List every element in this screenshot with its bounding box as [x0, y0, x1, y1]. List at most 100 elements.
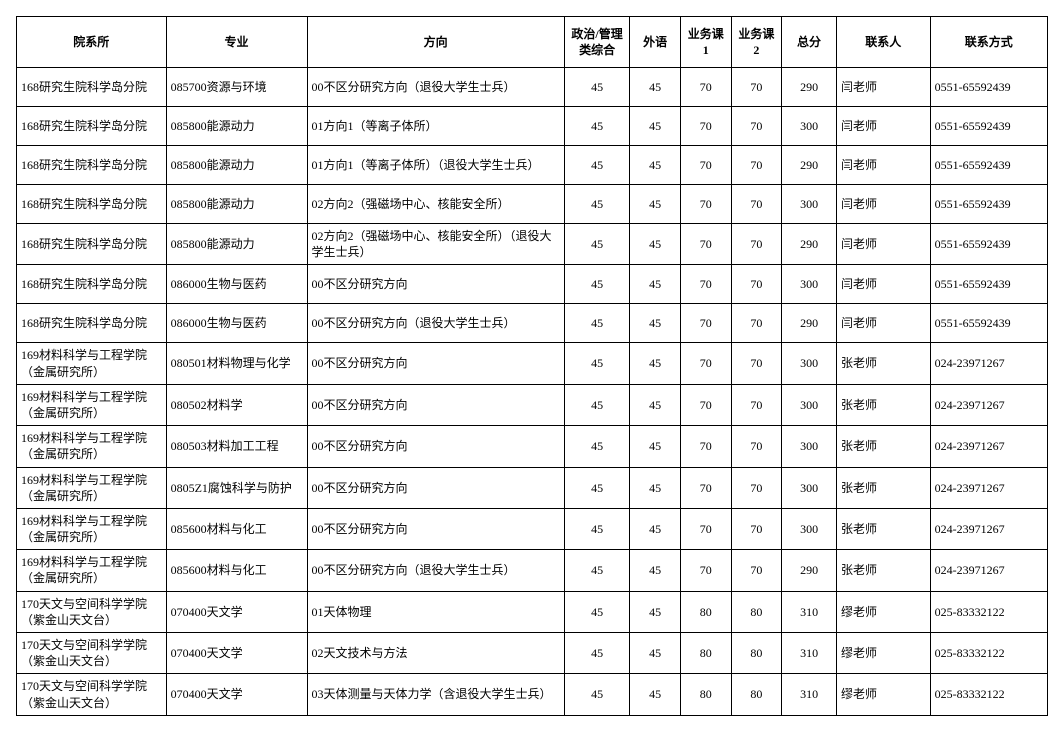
cell-score4: 70	[731, 224, 782, 265]
cell-total: 310	[782, 633, 837, 674]
cell-dir: 00不区分研究方向（退役大学生士兵）	[307, 68, 564, 107]
cell-phone: 024-23971267	[930, 550, 1047, 591]
cell-contact: 张老师	[837, 384, 931, 425]
cell-dept: 169材料科学与工程学院（金属研究所）	[17, 384, 167, 425]
cell-phone: 0551-65592439	[930, 68, 1047, 107]
cell-dir: 02天文技术与方法	[307, 633, 564, 674]
cell-dept: 169材料科学与工程学院（金属研究所）	[17, 550, 167, 591]
cell-contact: 闫老师	[837, 224, 931, 265]
cell-total: 300	[782, 185, 837, 224]
cell-score1: 45	[564, 674, 630, 715]
cell-score2: 45	[630, 508, 681, 549]
cell-score3: 80	[680, 633, 731, 674]
table-row: 169材料科学与工程学院（金属研究所）0805Z1腐蚀科学与防护00不区分研究方…	[17, 467, 1048, 508]
cell-dept: 169材料科学与工程学院（金属研究所）	[17, 508, 167, 549]
cell-score1: 45	[564, 550, 630, 591]
cell-phone: 025-83332122	[930, 633, 1047, 674]
cell-score2: 45	[630, 674, 681, 715]
cell-phone: 0551-65592439	[930, 185, 1047, 224]
cell-dir: 00不区分研究方向（退役大学生士兵）	[307, 304, 564, 343]
cell-dept: 168研究生院科学岛分院	[17, 185, 167, 224]
cell-dept: 168研究生院科学岛分院	[17, 68, 167, 107]
cell-dir: 01方向1（等离子体所）	[307, 107, 564, 146]
cell-phone: 024-23971267	[930, 426, 1047, 467]
cell-dept: 168研究生院科学岛分院	[17, 146, 167, 185]
cell-contact: 闫老师	[837, 68, 931, 107]
table-row: 170天文与空间科学学院（紫金山天文台）070400天文学01天体物理45458…	[17, 591, 1048, 632]
table-row: 168研究生院科学岛分院085800能源动力02方向2（强磁场中心、核能安全所）…	[17, 185, 1048, 224]
cell-dir: 01天体物理	[307, 591, 564, 632]
cell-score1: 45	[564, 265, 630, 304]
cell-major: 070400天文学	[166, 633, 307, 674]
cell-score2: 45	[630, 343, 681, 384]
table-row: 168研究生院科学岛分院086000生物与医药00不区分研究方向（退役大学生士兵…	[17, 304, 1048, 343]
cell-dir: 00不区分研究方向	[307, 467, 564, 508]
cell-score4: 70	[731, 384, 782, 425]
score-table: 院系所 专业 方向 政治/管理类综合 外语 业务课1 业务课2 总分 联系人 联…	[16, 16, 1048, 716]
cell-major: 0805Z1腐蚀科学与防护	[166, 467, 307, 508]
col-score1: 政治/管理类综合	[564, 17, 630, 68]
cell-major: 080501材料物理与化学	[166, 343, 307, 384]
cell-phone: 0551-65592439	[930, 304, 1047, 343]
table-row: 169材料科学与工程学院（金属研究所）080502材料学00不区分研究方向454…	[17, 384, 1048, 425]
table-row: 169材料科学与工程学院（金属研究所）085600材料与化工00不区分研究方向 4…	[17, 508, 1048, 549]
table-row: 170天文与空间科学学院（紫金山天文台）070400天文学02天文技术与方法45…	[17, 633, 1048, 674]
cell-major: 085800能源动力	[166, 224, 307, 265]
header-row: 院系所 专业 方向 政治/管理类综合 外语 业务课1 业务课2 总分 联系人 联…	[17, 17, 1048, 68]
cell-score4: 70	[731, 185, 782, 224]
cell-dir: 02方向2（强磁场中心、核能安全所）（退役大学生士兵）	[307, 224, 564, 265]
cell-major: 080503材料加工工程	[166, 426, 307, 467]
cell-phone: 0551-65592439	[930, 224, 1047, 265]
cell-dept: 169材料科学与工程学院（金属研究所）	[17, 343, 167, 384]
cell-contact: 缪老师	[837, 633, 931, 674]
cell-total: 290	[782, 68, 837, 107]
cell-score3: 70	[680, 107, 731, 146]
cell-score2: 45	[630, 467, 681, 508]
cell-score3: 70	[680, 467, 731, 508]
cell-dir: 01方向1（等离子体所）（退役大学生士兵）	[307, 146, 564, 185]
cell-score4: 70	[731, 467, 782, 508]
cell-score3: 70	[680, 343, 731, 384]
cell-score1: 45	[564, 185, 630, 224]
cell-contact: 张老师	[837, 550, 931, 591]
cell-total: 300	[782, 467, 837, 508]
col-major: 专业	[166, 17, 307, 68]
cell-score3: 70	[680, 426, 731, 467]
cell-score1: 45	[564, 224, 630, 265]
cell-contact: 缪老师	[837, 674, 931, 715]
cell-score3: 70	[680, 508, 731, 549]
cell-score4: 80	[731, 674, 782, 715]
cell-score3: 70	[680, 304, 731, 343]
cell-phone: 0551-65592439	[930, 146, 1047, 185]
cell-score2: 45	[630, 384, 681, 425]
cell-major: 085800能源动力	[166, 107, 307, 146]
cell-phone: 024-23971267	[930, 384, 1047, 425]
cell-total: 300	[782, 508, 837, 549]
cell-dept: 170天文与空间科学学院（紫金山天文台）	[17, 633, 167, 674]
cell-dept: 168研究生院科学岛分院	[17, 265, 167, 304]
cell-total: 290	[782, 146, 837, 185]
cell-major: 085600材料与化工	[166, 508, 307, 549]
cell-total: 290	[782, 224, 837, 265]
cell-score2: 45	[630, 224, 681, 265]
cell-contact: 闫老师	[837, 146, 931, 185]
cell-score3: 70	[680, 68, 731, 107]
table-row: 168研究生院科学岛分院085800能源动力01方向1（等离子体所）454570…	[17, 107, 1048, 146]
cell-total: 290	[782, 550, 837, 591]
cell-phone: 024-23971267	[930, 467, 1047, 508]
cell-score1: 45	[564, 633, 630, 674]
cell-phone: 0551-65592439	[930, 107, 1047, 146]
cell-dir: 00不区分研究方向	[307, 508, 564, 549]
cell-score4: 70	[731, 426, 782, 467]
cell-major: 085800能源动力	[166, 185, 307, 224]
cell-total: 310	[782, 591, 837, 632]
cell-score1: 45	[564, 107, 630, 146]
cell-phone: 025-83332122	[930, 674, 1047, 715]
cell-total: 310	[782, 674, 837, 715]
cell-score3: 80	[680, 674, 731, 715]
cell-dir: 00不区分研究方向	[307, 343, 564, 384]
cell-major: 070400天文学	[166, 591, 307, 632]
cell-score1: 45	[564, 68, 630, 107]
table-row: 168研究生院科学岛分院086000生物与医药00不区分研究方向45457070…	[17, 265, 1048, 304]
cell-score1: 45	[564, 146, 630, 185]
